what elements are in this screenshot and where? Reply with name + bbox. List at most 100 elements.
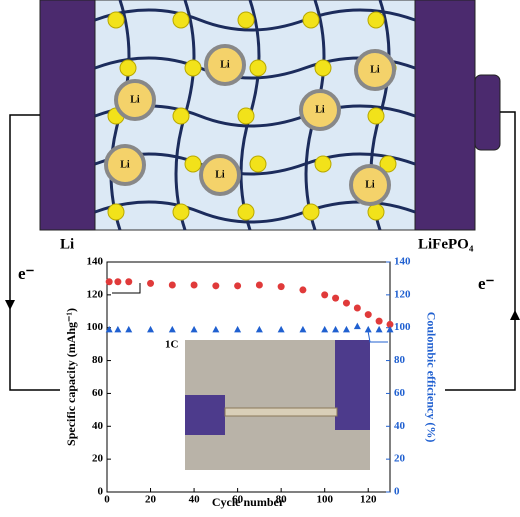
mesh-strand	[94, 152, 416, 176]
point	[299, 325, 307, 333]
node	[249, 155, 267, 173]
annotation: 1C	[165, 339, 179, 351]
anode-label: Li	[60, 236, 74, 252]
y2-tick-label: 20	[394, 453, 406, 465]
node	[184, 59, 202, 77]
node	[249, 59, 267, 77]
anode-electrode	[39, 0, 96, 231]
point	[332, 325, 340, 333]
point	[375, 317, 383, 325]
y-tick-label: 20	[92, 453, 104, 465]
y-axis-label: Specific capacity (mAhg⁻¹)	[64, 308, 78, 446]
point	[114, 325, 122, 333]
point	[342, 299, 350, 307]
point	[364, 311, 372, 319]
y2-tick-label: 80	[394, 354, 406, 366]
glove	[185, 395, 225, 435]
y-tick-label: 40	[92, 420, 104, 432]
x-tick-label: 0	[104, 494, 110, 506]
point	[353, 322, 361, 330]
node	[302, 11, 320, 29]
x-axis-label: Cycle number	[212, 495, 285, 509]
node	[237, 203, 255, 221]
arrow-right	[510, 310, 520, 320]
point	[255, 325, 263, 333]
node	[107, 203, 125, 221]
cathode-label: LiFePO₄	[418, 236, 474, 252]
y2-axis-label: Coulombic efficiency (%)	[424, 312, 438, 443]
y-tick-label: 120	[87, 288, 104, 300]
point	[105, 278, 113, 286]
node	[314, 155, 332, 173]
wire-right	[445, 111, 516, 391]
node	[172, 11, 190, 29]
electron-label: e⁻	[18, 264, 35, 283]
point	[190, 325, 198, 333]
terminal-cap	[474, 74, 501, 151]
node	[184, 155, 202, 173]
point	[342, 325, 350, 333]
y-tick-label: 0	[98, 486, 104, 498]
point	[386, 320, 394, 328]
li-ion	[349, 164, 391, 206]
pointer	[112, 283, 141, 294]
electron-label: e⁻	[478, 274, 495, 293]
node	[172, 107, 190, 125]
li-ion-label: Li	[315, 104, 325, 115]
x-tick-label: 60	[232, 494, 244, 506]
mesh: Li Li Li Li Li Li Li	[94, 0, 416, 231]
point	[321, 291, 329, 299]
node	[367, 11, 385, 29]
li-ion-label: Li	[120, 159, 130, 170]
y2-tick-label: 40	[394, 420, 406, 432]
li-ion	[299, 89, 341, 131]
point	[255, 281, 263, 289]
point	[375, 325, 383, 333]
point	[364, 325, 372, 333]
li-ion-label: Li	[220, 59, 230, 70]
node	[119, 59, 137, 77]
point	[277, 325, 285, 333]
y2-tick-label: 100	[394, 321, 411, 333]
y2-tick-label: 120	[394, 288, 411, 300]
point	[332, 294, 340, 302]
node	[172, 203, 190, 221]
point	[105, 325, 113, 333]
y-tick-label: 80	[92, 354, 104, 366]
li-ion	[354, 49, 396, 91]
y-tick-label: 100	[87, 321, 104, 333]
x-tick-label: 20	[145, 494, 157, 506]
node	[379, 155, 397, 173]
y-tick-label: 60	[92, 387, 104, 399]
node	[237, 11, 255, 29]
node	[314, 59, 332, 77]
point	[321, 325, 329, 333]
point	[234, 282, 242, 290]
glove	[335, 340, 370, 430]
li-ion	[104, 144, 146, 186]
y2-tick-label: 0	[394, 486, 400, 498]
mesh-strand	[94, 8, 416, 32]
point	[125, 278, 133, 286]
x-tick-label: 120	[360, 494, 377, 506]
x-tick-label: 40	[189, 494, 201, 506]
li-ion-label: Li	[370, 64, 380, 75]
li-ion-label: Li	[215, 169, 225, 180]
x-tick-label: 80	[276, 494, 288, 506]
pointer	[367, 330, 388, 343]
li-ion	[204, 44, 246, 86]
y2-tick-label: 140	[394, 256, 411, 268]
point	[234, 325, 242, 333]
y-tick-label: 140	[87, 256, 104, 268]
point	[212, 325, 220, 333]
point	[212, 282, 220, 290]
point	[147, 325, 155, 333]
point	[114, 278, 122, 286]
point	[277, 283, 285, 291]
node	[302, 203, 320, 221]
point	[386, 325, 394, 333]
wire-left	[9, 114, 60, 391]
film	[224, 407, 338, 417]
node	[107, 11, 125, 29]
